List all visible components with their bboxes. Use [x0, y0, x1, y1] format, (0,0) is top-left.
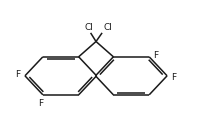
Text: F: F [154, 51, 159, 60]
Text: F: F [171, 73, 177, 82]
Text: Cl: Cl [84, 23, 93, 32]
Text: F: F [15, 70, 21, 79]
Text: F: F [38, 99, 43, 109]
Text: Cl: Cl [104, 23, 113, 32]
